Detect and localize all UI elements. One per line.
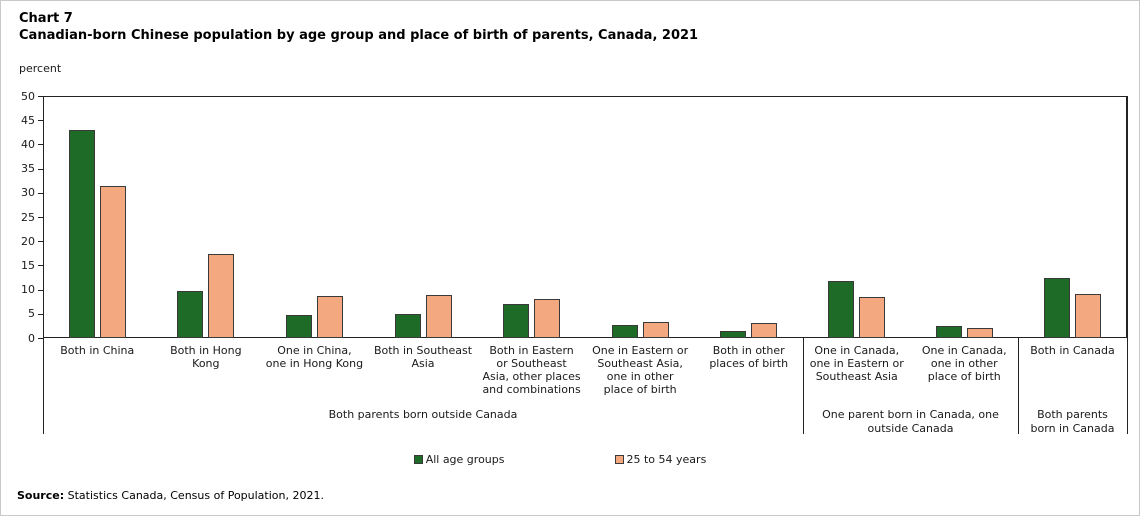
- section-label: Both parents born outside Canada: [328, 408, 518, 421]
- legend-label: 25 to 54 years: [626, 453, 707, 466]
- legend-item-25-to-54-years: 25 to 54 years: [614, 453, 707, 466]
- y-axis-tick: [38, 265, 43, 267]
- source-note: Source: Statistics Canada, Census of Pop…: [17, 489, 324, 502]
- legend-item-all-age-groups: All age groups: [413, 453, 505, 466]
- y-axis-tick: [38, 192, 43, 194]
- bar-25-to-54-years: [751, 322, 778, 338]
- y-axis-tick-label: 40: [21, 137, 35, 151]
- bar-all-age-groups: [1044, 277, 1070, 338]
- source-text: Statistics Canada, Census of Population,…: [64, 489, 324, 502]
- y-axis-tick-label: 30: [21, 186, 35, 200]
- y-axis-tick: [38, 168, 43, 170]
- y-axis-tick: [38, 338, 43, 339]
- category-label: One in China, one in Hong Kong: [265, 344, 364, 370]
- bar-25-to-54-years: [99, 185, 126, 338]
- bar-25-to-54-years: [316, 296, 343, 338]
- category-label: Both in Eastern or Southeast Asia, other…: [482, 344, 581, 396]
- bar-25-to-54-years: [966, 328, 993, 338]
- section-label: Both parents born in Canada: [1030, 408, 1115, 435]
- source-label: Source:: [17, 489, 65, 502]
- bar-25-to-54-years: [1075, 293, 1101, 338]
- y-axis-tick-label: 25: [21, 210, 35, 224]
- chart-number: Chart 7: [19, 11, 73, 26]
- bar-25-to-54-years: [642, 321, 669, 338]
- chart-title: Canadian-born Chinese population by age …: [19, 28, 699, 43]
- bar-all-age-groups: [828, 280, 855, 338]
- category-label: Both in China: [60, 344, 135, 357]
- bar-all-age-groups: [935, 326, 962, 338]
- category-label: Both in Hong Kong: [170, 344, 242, 370]
- category-label: One in Eastern or Southeast Asia, one in…: [592, 344, 689, 396]
- bar-all-age-groups: [720, 330, 747, 338]
- bar-all-age-groups: [285, 315, 312, 338]
- category-label: Both in Canada: [1030, 344, 1115, 357]
- y-axis-tick: [38, 120, 43, 122]
- category-label: One in Canada, one in Eastern or Southea…: [809, 344, 904, 383]
- y-axis-tick: [38, 289, 43, 291]
- section-label: One parent born in Canada, one outside C…: [822, 408, 999, 435]
- bar-all-age-groups: [611, 324, 638, 338]
- y-axis-tick-label: 35: [21, 162, 35, 176]
- bar-25-to-54-years: [859, 297, 886, 338]
- y-axis-tick: [38, 96, 43, 97]
- bar-all-age-groups: [503, 304, 530, 338]
- y-axis-tick-label: 0: [28, 331, 35, 345]
- bar-25-to-54-years: [534, 298, 561, 338]
- y-axis-tick-label: 10: [21, 283, 35, 297]
- y-axis-tick-label: 15: [21, 258, 35, 272]
- section-divider: [1018, 338, 1019, 434]
- axis-left-extension: [43, 96, 44, 434]
- legend: All age groups 25 to 54 years: [1, 453, 1129, 466]
- y-axis-tick: [38, 217, 43, 218]
- legend-swatch-icon: [413, 455, 423, 464]
- axis-right-extension: [1127, 96, 1128, 434]
- y-axis-tick-label: 50: [21, 89, 35, 103]
- section-divider: [803, 338, 804, 434]
- category-label: Both in other places of birth: [709, 344, 789, 370]
- bar-all-age-groups: [177, 290, 204, 338]
- y-axis-unit-label: percent: [19, 62, 62, 75]
- plot-area: [43, 96, 1127, 338]
- y-axis-tick-label: 45: [21, 113, 35, 127]
- y-axis-tick: [38, 241, 43, 243]
- bar-all-age-groups: [394, 314, 421, 338]
- legend-label: All age groups: [425, 453, 505, 466]
- bar-25-to-54-years: [208, 254, 235, 338]
- category-label: One in Canada, one in other place of bir…: [921, 344, 1007, 383]
- y-axis-tick-label: 5: [28, 307, 35, 321]
- bar-25-to-54-years: [425, 295, 452, 338]
- y-axis-tick: [38, 144, 43, 146]
- y-axis-tick-label: 20: [21, 234, 35, 248]
- legend-swatch-icon: [614, 455, 624, 464]
- category-label: Both in Southeast Asia: [373, 344, 473, 370]
- y-axis-tick: [38, 313, 43, 315]
- bar-all-age-groups: [68, 129, 95, 338]
